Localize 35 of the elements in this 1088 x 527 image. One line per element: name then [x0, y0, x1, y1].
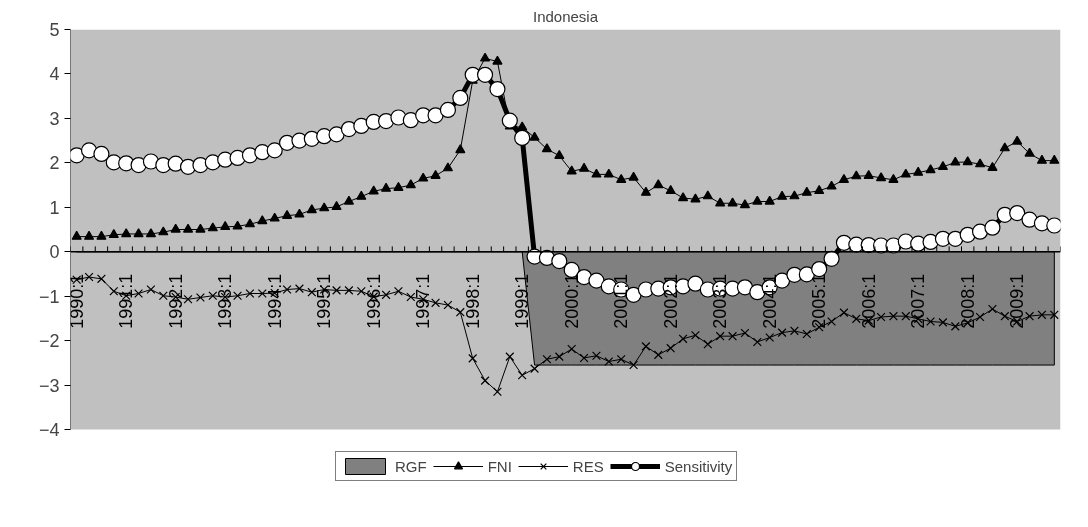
y-tick-label: −1	[38, 286, 60, 307]
chart-title: Indonesia	[532, 7, 599, 25]
y-tick-label: 4	[49, 64, 60, 85]
x-tick-label: 2008:1	[957, 273, 978, 329]
y-tick-label: −3	[38, 375, 60, 396]
y-tick-label: −4	[38, 420, 60, 440]
y-tick-label: −2	[38, 331, 60, 352]
x-tick-label: 1996:1	[363, 273, 384, 329]
y-tick-label: 0	[49, 242, 60, 263]
y-tick-label: 2	[49, 153, 60, 174]
x-tick-label: 1991:1	[116, 273, 137, 329]
x-tick-label: 1997:1	[413, 273, 434, 329]
x-tick-label: 1998:1	[462, 273, 483, 329]
x-tick-label: 1990:1	[66, 273, 87, 329]
x-tick-label: 2009:1	[1007, 273, 1028, 329]
y-tick-label: 1	[49, 197, 60, 218]
x-tick-label: 1993:1	[215, 273, 236, 329]
x-tick-label: 1994:1	[264, 273, 285, 329]
legend-label: RGF	[395, 457, 427, 475]
x-tick-label: 2002:1	[660, 273, 681, 329]
x-tick-label: 2003:1	[710, 273, 731, 329]
x-tick-label: 2000:1	[561, 273, 582, 329]
legend-label: FNI	[487, 457, 512, 475]
x-tick-label: 2004:1	[759, 273, 780, 329]
x-tick-label: 1999:1	[512, 273, 533, 329]
x-tick-label: 2001:1	[611, 273, 632, 329]
y-tick-label: 3	[49, 108, 60, 129]
x-tick-label: 2007:1	[908, 273, 929, 329]
x-tick-label: 1992:1	[165, 273, 186, 329]
legend-label: RES	[572, 457, 604, 475]
x-tick-label: 2005:1	[809, 273, 830, 329]
y-tick-label: 5	[49, 20, 60, 40]
x-tick-label: 2006:1	[858, 273, 879, 329]
x-tick-label: 1995:1	[314, 273, 335, 329]
legend-label: Sensitivity	[664, 457, 733, 475]
